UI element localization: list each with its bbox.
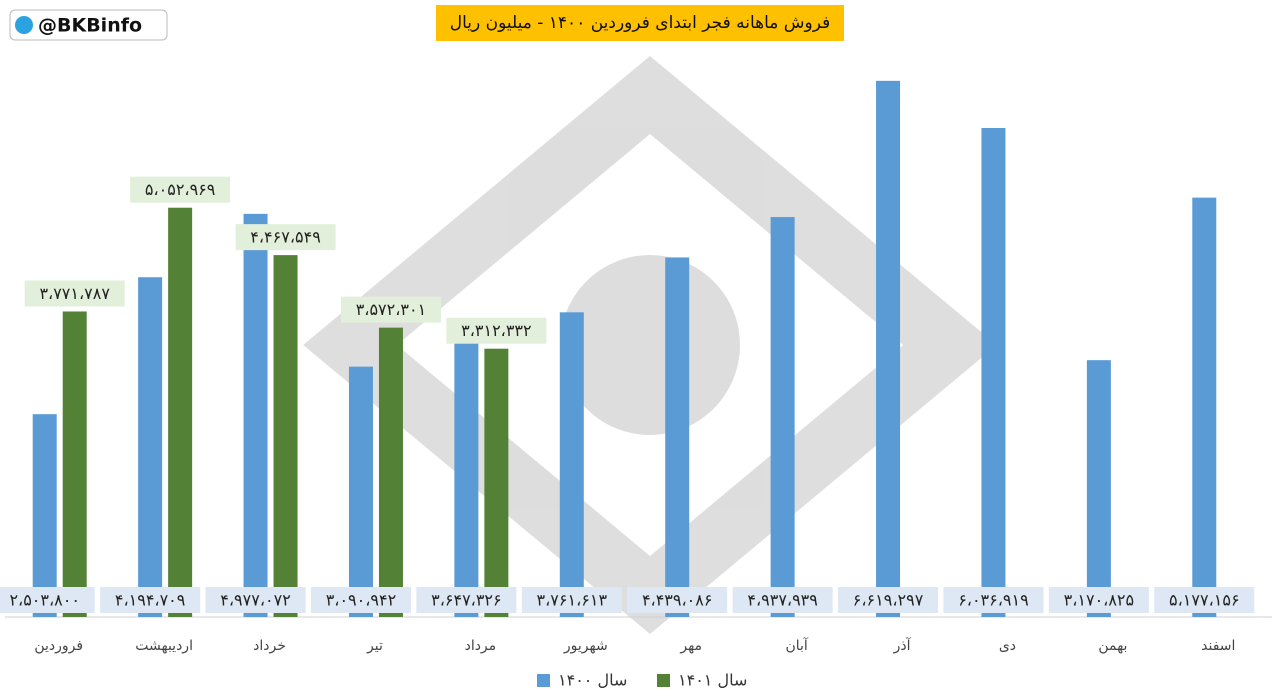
x-tick-label: دی [999, 638, 1016, 654]
value-label-bg [1048, 587, 1149, 613]
value-label: ۴،۴۶۷،۵۴۹ [250, 228, 320, 247]
value-label-bg [205, 587, 306, 613]
legend-swatch [537, 674, 550, 687]
value-label: ۴،۹۳۷،۹۳۹ [747, 591, 817, 610]
value-label-bg [732, 587, 833, 613]
x-tick-label: آبان [785, 637, 808, 654]
value-label-bg [24, 280, 125, 307]
value-label-bg [100, 587, 201, 613]
x-tick-label: شهریور [563, 638, 608, 654]
bar [1086, 360, 1111, 617]
value-label-bg [235, 224, 336, 251]
value-label-bg [340, 296, 441, 323]
telegram-icon [15, 16, 33, 34]
value-label-bg [0, 587, 95, 613]
value-label: ۳،۶۴۷،۳۲۶ [431, 591, 501, 610]
value-label: ۶،۰۳۶،۹۱۹ [958, 591, 1028, 610]
x-tick-label: اردیبهشت [135, 638, 193, 654]
x-tick-label: فروردین [34, 638, 83, 654]
chart-title: فروش ماهانه فجر ابتدای فروردین ۱۴۰۰ - می… [450, 13, 831, 33]
value-label-bg [130, 176, 231, 203]
x-tick-label: تیر [366, 638, 383, 654]
x-tick-label: اسفند [1201, 638, 1235, 654]
value-label-bg [416, 587, 517, 613]
value-label: ۲،۵۰۳،۸۰۰ [9, 591, 79, 610]
value-label: ۳،۱۷۰،۸۲۵ [1064, 591, 1134, 610]
value-label: ۴،۱۹۴،۷۰۹ [115, 591, 185, 610]
title-box [436, 5, 844, 41]
bar [454, 321, 479, 617]
handle-box [9, 9, 168, 41]
bar [981, 128, 1006, 617]
bar [348, 366, 373, 617]
bar [243, 213, 268, 617]
bar [32, 414, 57, 617]
value-label: ۳،۷۷۱،۷۸۷ [39, 284, 110, 303]
legend-swatch [657, 674, 670, 687]
value-label: ۵،۱۷۷،۱۵۶ [1169, 591, 1239, 610]
bar [378, 327, 403, 617]
value-label: ۴،۴۳۹،۰۸۶ [642, 591, 712, 610]
bar [559, 312, 584, 617]
value-label-bg [521, 587, 622, 613]
value-label-bg [627, 587, 728, 613]
bar [1192, 197, 1217, 617]
bar [273, 255, 298, 617]
value-label-bg [838, 587, 939, 613]
handle: @BKBinfo [38, 15, 142, 37]
value-label: ۳،۰۹۰،۹۴۲ [326, 591, 396, 610]
value-label-bg [943, 587, 1044, 613]
legend-label: سال ۱۴۰۰ [558, 671, 627, 690]
bar [62, 311, 87, 617]
value-label: ۵،۰۵۲،۹۶۹ [145, 180, 215, 199]
value-label: ۳،۳۱۲،۳۳۲ [461, 321, 531, 340]
bar [138, 277, 163, 617]
legend-label: سال ۱۴۰۱ [678, 671, 747, 690]
x-tick-label: مهر [679, 638, 702, 654]
x-tick-label: بهمن [1098, 638, 1127, 654]
x-tick-label: آذر [893, 637, 912, 654]
bar [876, 80, 901, 618]
bar [484, 348, 509, 617]
value-label: ۳،۵۷۲،۳۰۱ [356, 300, 426, 319]
x-tick-label: خرداد [253, 638, 286, 654]
value-label: ۴،۹۷۷،۰۷۲ [220, 591, 290, 610]
value-label-bg [446, 317, 547, 344]
value-label-bg [310, 587, 411, 613]
bar [770, 217, 795, 617]
bar [665, 257, 690, 617]
value-label: ۶،۶۱۹،۲۹۷ [853, 591, 924, 610]
value-label-bg [1154, 587, 1255, 613]
x-tick-label: مرداد [465, 638, 497, 654]
value-label: ۳،۷۶۱،۶۱۳ [537, 591, 608, 610]
bar [168, 207, 193, 617]
